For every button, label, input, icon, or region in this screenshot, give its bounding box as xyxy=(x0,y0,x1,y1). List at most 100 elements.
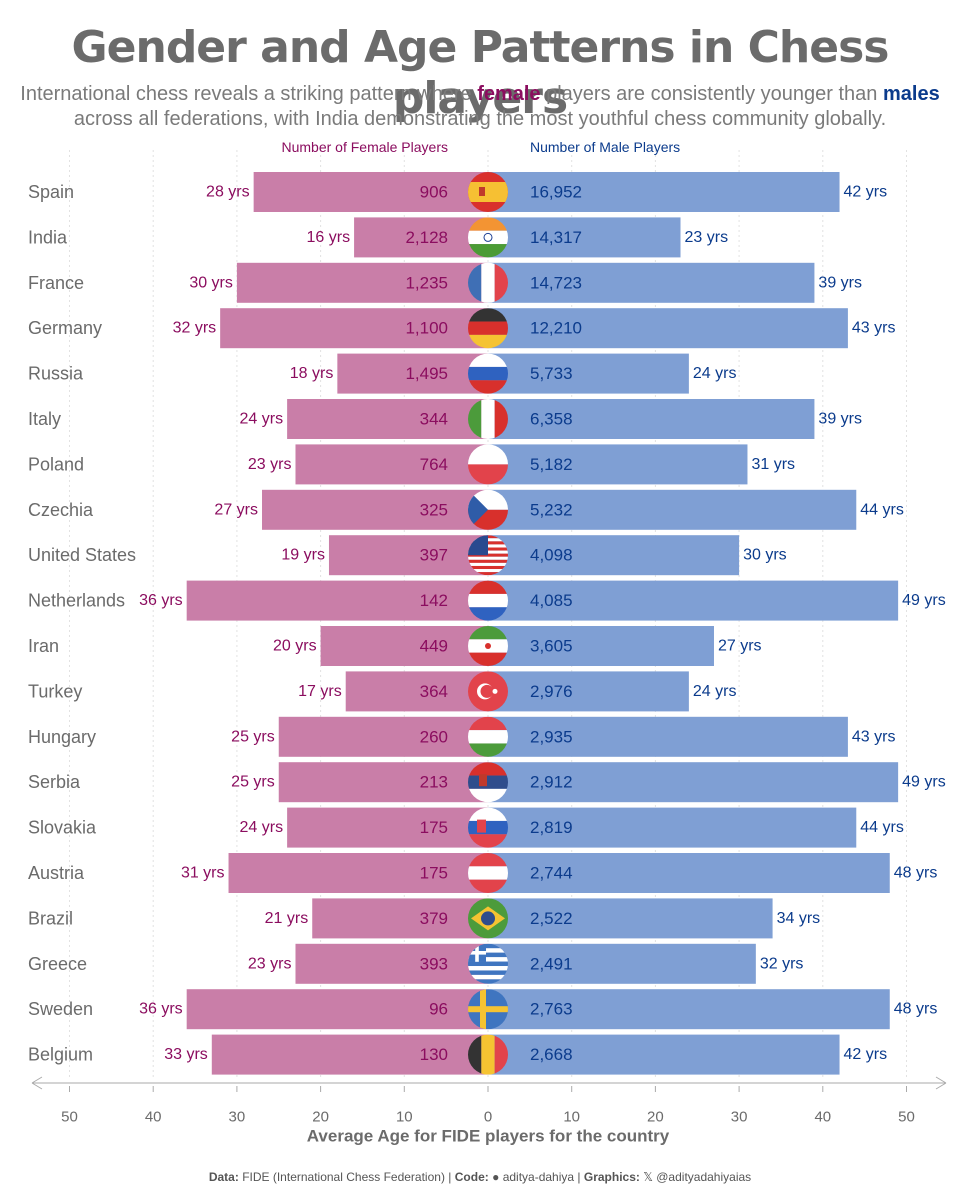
x-axis-right-arrow xyxy=(935,1076,947,1090)
footer-code-label: Code: xyxy=(454,1170,489,1184)
male-bar xyxy=(488,489,857,530)
male-age-label: 43 yrs xyxy=(852,320,896,337)
female-age-label: 32 yrs xyxy=(173,320,217,337)
female-age-label: 20 yrs xyxy=(273,638,317,655)
male-bar xyxy=(488,943,756,984)
country-label: United States xyxy=(28,545,136,565)
male-age-label: 42 yrs xyxy=(844,1046,888,1063)
female-count-label: 175 xyxy=(420,864,448,883)
male-age-label: 27 yrs xyxy=(718,638,762,655)
male-age-label: 39 yrs xyxy=(818,411,862,428)
female-count-label: 96 xyxy=(429,1000,448,1019)
female-age-label: 33 yrs xyxy=(164,1046,208,1063)
female-bar xyxy=(278,762,488,803)
male-bar xyxy=(488,989,890,1030)
male-bar xyxy=(488,807,857,848)
female-age-label: 24 yrs xyxy=(240,411,284,428)
sweden-flag-icon xyxy=(468,989,508,1030)
usa-flag-icon xyxy=(468,535,508,576)
country-label: Sweden xyxy=(28,999,93,1019)
female-age-label: 21 yrs xyxy=(265,910,309,927)
country-label: Iran xyxy=(28,636,59,656)
country-label: Italy xyxy=(28,409,61,429)
germany-flag-icon xyxy=(468,308,508,349)
male-count-label: 2,668 xyxy=(530,1045,573,1064)
country-label: Austria xyxy=(28,863,85,883)
male-bar xyxy=(488,762,899,803)
male-bar xyxy=(488,262,815,303)
female-age-label: 36 yrs xyxy=(139,592,183,609)
female-age-label: 28 yrs xyxy=(206,184,250,201)
male-count-label: 2,935 xyxy=(530,727,573,746)
x-tick-label: 20 xyxy=(312,1109,329,1126)
female-bar xyxy=(287,807,488,848)
x-tick-label: 30 xyxy=(229,1109,246,1126)
female-count-label: 1,235 xyxy=(405,273,448,292)
male-age-label: 49 yrs xyxy=(902,592,946,609)
male-count-label: 2,976 xyxy=(530,682,573,701)
male-age-label: 31 yrs xyxy=(751,456,795,473)
country-label: Spain xyxy=(28,182,74,202)
female-age-label: 19 yrs xyxy=(281,547,325,564)
male-count-label: 4,098 xyxy=(530,546,573,565)
male-count-label: 5,733 xyxy=(530,364,573,383)
x-tick-label: 10 xyxy=(396,1109,413,1126)
female-bar xyxy=(228,853,488,893)
male-bar xyxy=(488,399,815,439)
female-age-label: 23 yrs xyxy=(248,456,292,473)
male-age-label: 32 yrs xyxy=(760,955,804,972)
x-axis-left-arrow xyxy=(31,1076,43,1090)
serbia-flag-icon xyxy=(468,762,508,803)
country-label: Germany xyxy=(28,318,102,338)
male-bar xyxy=(488,853,890,893)
male-bar xyxy=(488,580,899,621)
country-label: Slovakia xyxy=(28,818,97,838)
country-label: India xyxy=(28,227,68,247)
female-count-label: 142 xyxy=(420,591,448,610)
male-bar xyxy=(488,217,681,258)
male-age-label: 24 yrs xyxy=(693,365,737,382)
male-count-label: 16,952 xyxy=(530,183,582,202)
female-bar xyxy=(186,580,488,621)
country-label: Poland xyxy=(28,454,84,474)
male-bar xyxy=(488,308,848,349)
female-count-label: 344 xyxy=(420,410,448,429)
female-bar xyxy=(354,217,488,258)
footer-graphics-label: Graphics: xyxy=(583,1170,640,1184)
x-tick-label: 0 xyxy=(484,1109,492,1126)
male-count-label: 6,358 xyxy=(530,410,573,429)
female-bar xyxy=(320,626,488,666)
footer-graphics-value: @adityadahiyaias xyxy=(656,1170,752,1184)
x-tick-label: 40 xyxy=(814,1109,831,1126)
male-column-header: Number of Male Players xyxy=(530,139,680,155)
female-bar xyxy=(295,943,488,984)
female-count-label: 764 xyxy=(420,455,448,474)
subtitle-text-2: players are consistently younger than xyxy=(540,83,883,105)
male-bar xyxy=(488,898,773,939)
country-label: Netherlands xyxy=(28,591,125,611)
female-bar xyxy=(337,353,488,394)
male-bar xyxy=(488,353,689,394)
female-count-label: 393 xyxy=(420,954,448,973)
male-age-label: 49 yrs xyxy=(902,774,946,791)
female-bar xyxy=(345,671,488,712)
male-age-label: 44 yrs xyxy=(860,819,904,836)
iran-flag-icon xyxy=(468,626,508,666)
female-bar xyxy=(186,989,488,1030)
brazil-flag-icon xyxy=(468,898,508,939)
female-age-label: 24 yrs xyxy=(240,819,284,836)
turkey-flag-icon xyxy=(468,671,508,712)
female-bar xyxy=(236,262,488,303)
male-count-label: 14,723 xyxy=(530,273,582,292)
female-bar xyxy=(287,399,488,439)
x-axis-title: Average Age for FIDE players for the cou… xyxy=(307,1127,670,1146)
male-bar xyxy=(488,444,748,485)
czechia-flag-icon xyxy=(468,489,508,530)
male-count-label: 14,317 xyxy=(530,228,582,247)
india-flag-icon xyxy=(468,217,508,258)
male-count-label: 12,210 xyxy=(530,319,582,338)
female-count-label: 213 xyxy=(420,773,448,792)
male-age-label: 24 yrs xyxy=(693,683,737,700)
